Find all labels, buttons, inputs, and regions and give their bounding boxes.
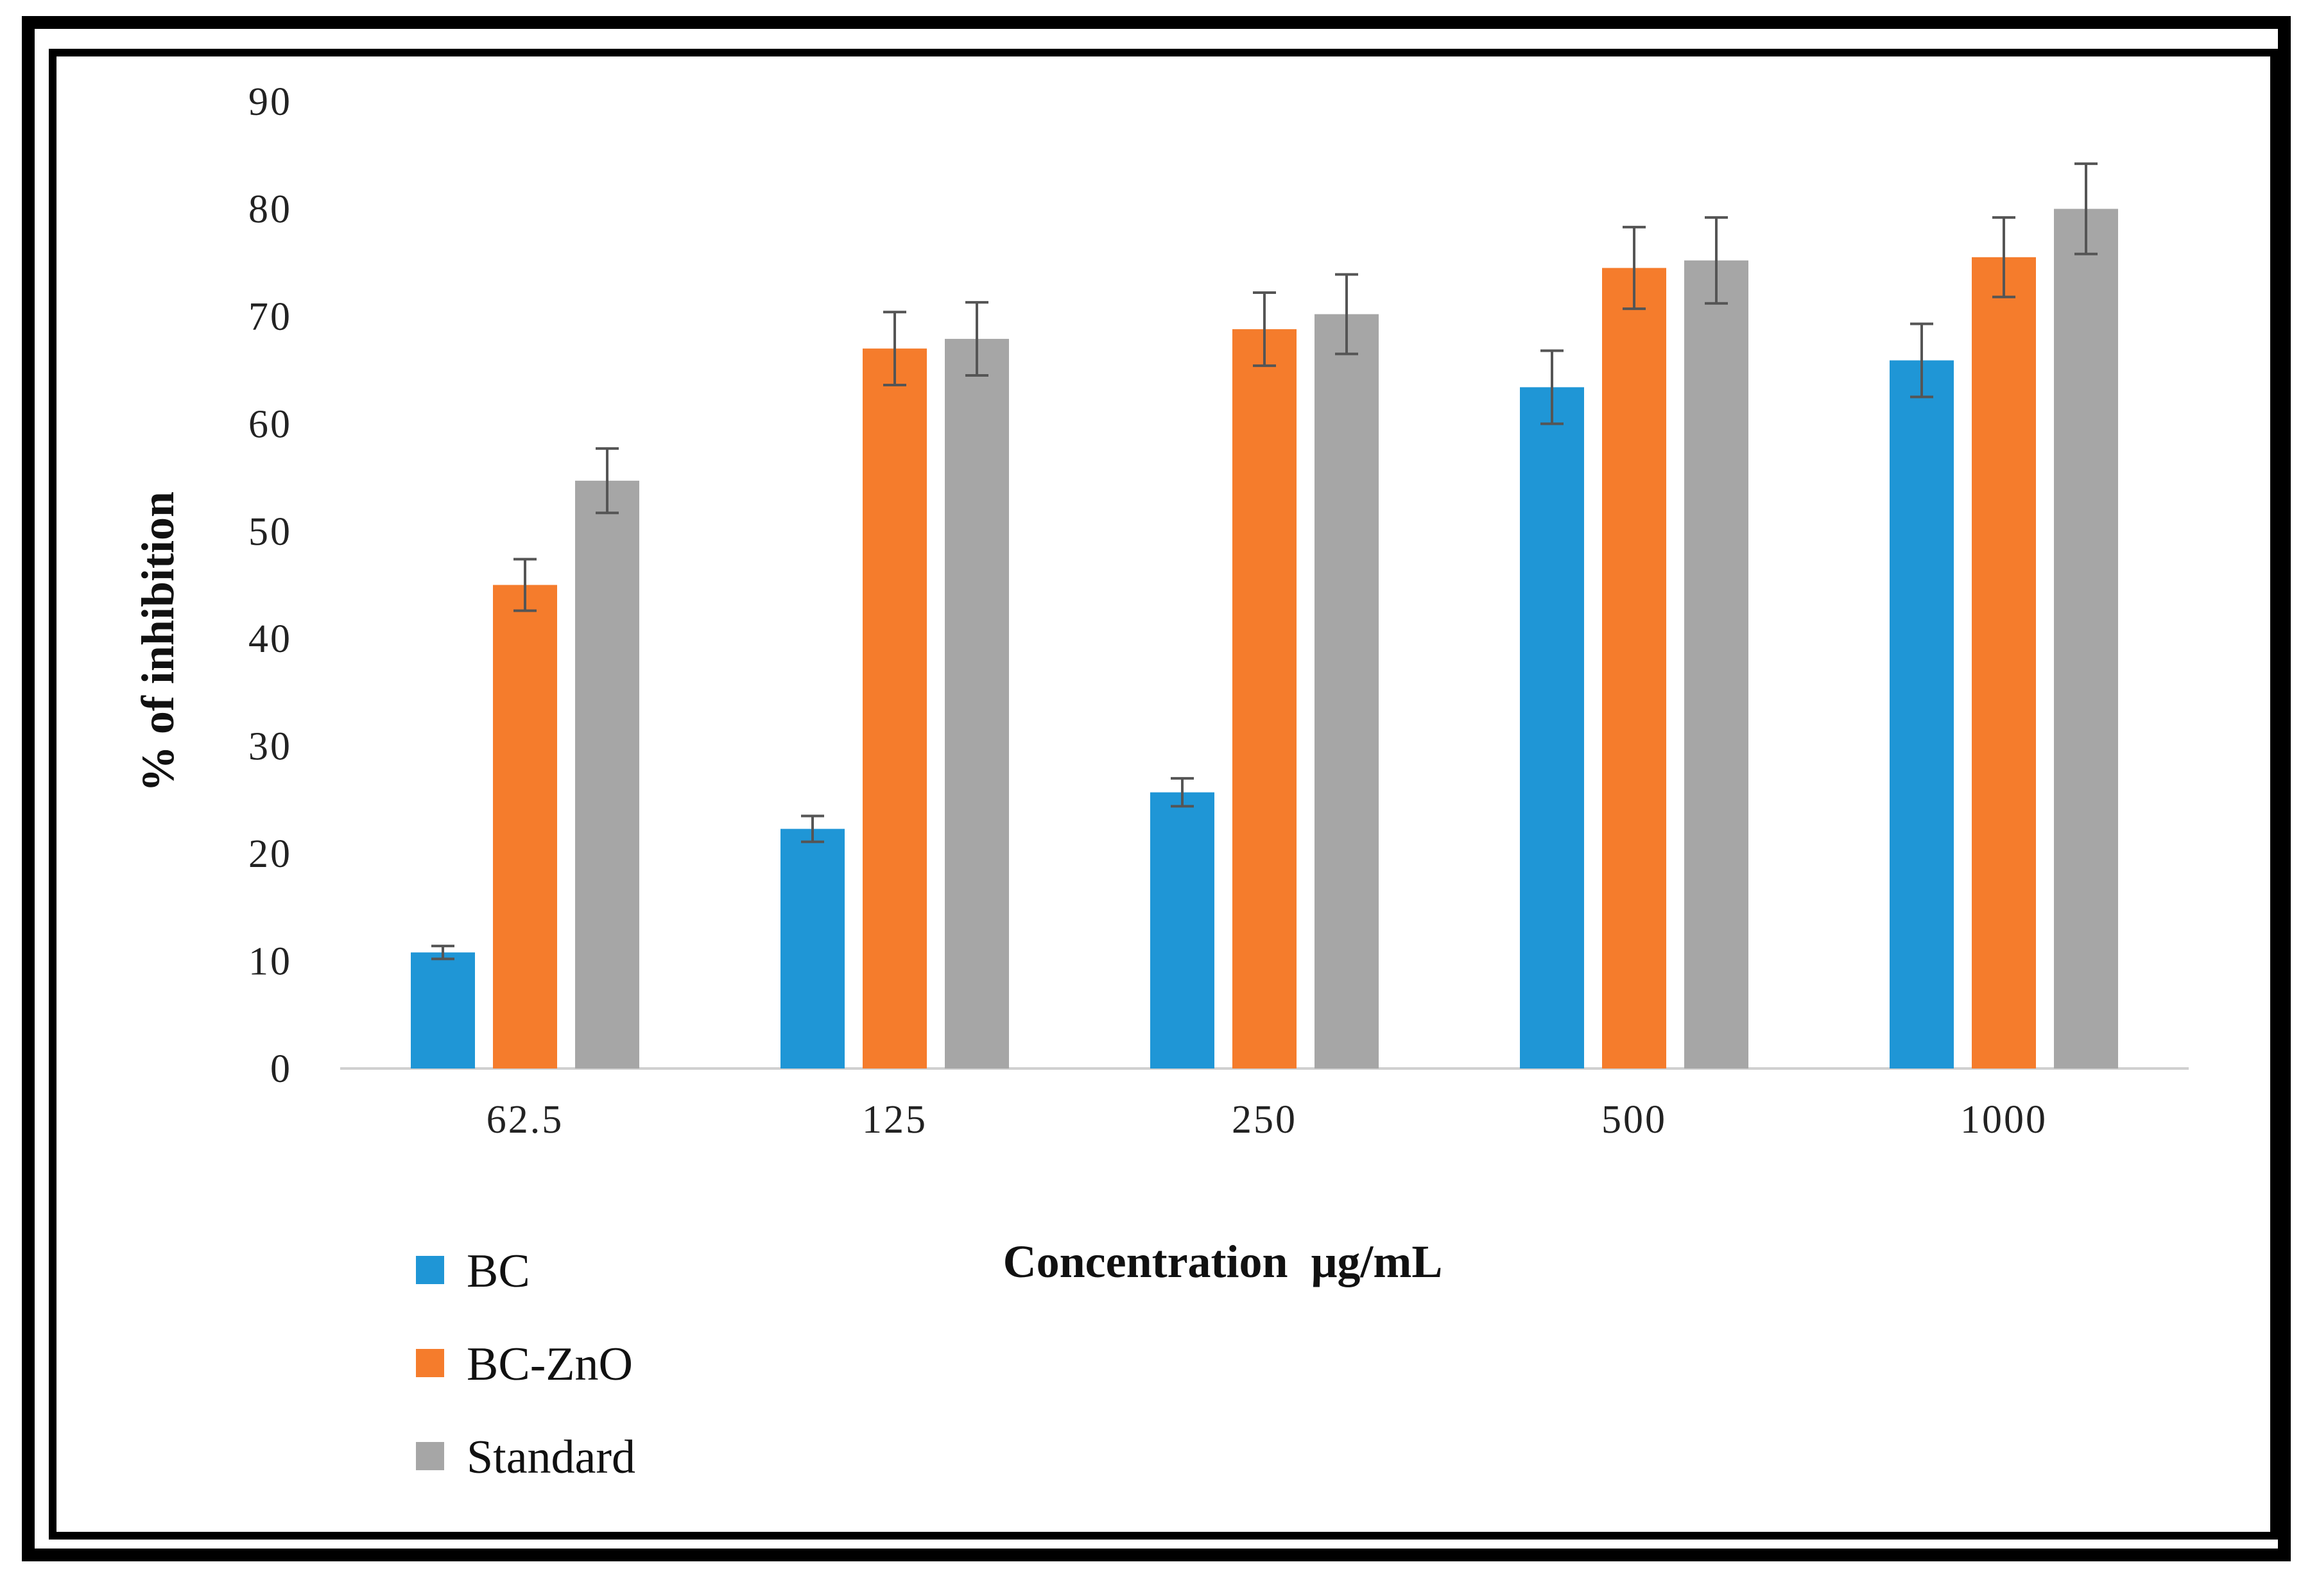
y-tick-label: 0	[270, 1047, 292, 1091]
bar-series	[411, 209, 2118, 1069]
y-tick-label: 60	[248, 402, 292, 446]
error-bar	[1992, 216, 2015, 298]
bar-bc-zno-62-5	[493, 585, 557, 1068]
y-tick-label: 90	[248, 80, 292, 124]
y-tick-label: 40	[248, 617, 292, 661]
x-tick-label: 500	[1601, 1098, 1667, 1142]
bar-standard-250	[1315, 314, 1379, 1068]
error-bar	[513, 558, 537, 612]
bar-bc-zno-125	[863, 348, 927, 1068]
error-bar	[2074, 162, 2098, 255]
error-bar	[1910, 322, 1933, 399]
bar-bc-zno-500	[1602, 268, 1666, 1069]
error-bar	[1540, 349, 1564, 425]
bar-bc-62-5	[411, 952, 475, 1068]
bar-bc-zno-1000	[1972, 257, 2036, 1068]
bar-standard-500	[1684, 260, 1748, 1069]
bar-standard-1000	[2054, 209, 2118, 1068]
legend-item: BC	[416, 1245, 530, 1298]
legend-label: BC	[467, 1245, 530, 1298]
legend-label: Standard	[467, 1431, 635, 1484]
x-tick-label: 125	[862, 1098, 927, 1142]
legend-swatch	[416, 1256, 444, 1284]
bar-bc-zno-250	[1232, 329, 1297, 1069]
legend-label: BC-ZnO	[467, 1338, 633, 1391]
y-tick-label: 10	[248, 940, 292, 984]
bar-bc-1000	[1890, 360, 1954, 1068]
error-bar	[1171, 777, 1194, 808]
y-axis-ticks: 0 10 20 30 40 50 60 70 80 90	[248, 80, 292, 1091]
bar-standard-62-5	[575, 481, 639, 1068]
legend: BC BC-ZnO Standard	[416, 1245, 635, 1484]
bar-bc-125	[780, 828, 845, 1068]
error-bar	[1253, 291, 1276, 367]
error-bar	[431, 945, 454, 961]
y-tick-label: 80	[248, 187, 292, 231]
bar-bc-250	[1150, 792, 1214, 1068]
bar-standard-125	[945, 339, 1009, 1068]
error-bar	[801, 814, 824, 843]
error-bar	[1335, 273, 1358, 356]
legend-swatch	[416, 1442, 444, 1470]
x-tick-label: 62.5	[487, 1098, 564, 1142]
x-tick-label: 250	[1232, 1098, 1297, 1142]
bar-bc-500	[1520, 387, 1584, 1068]
error-bar	[1705, 216, 1728, 305]
error-bar	[1623, 225, 1646, 311]
error-bar	[883, 311, 906, 387]
y-tick-label: 30	[248, 725, 292, 769]
error-bar	[596, 447, 619, 515]
x-tick-label: 1000	[1960, 1098, 2047, 1142]
legend-item: Standard	[416, 1431, 635, 1484]
error-bar	[965, 301, 988, 377]
y-axis-title: % of inhibition	[132, 492, 184, 792]
y-tick-label: 50	[248, 510, 292, 554]
x-axis-ticks: 62.5 125 250 500 1000	[487, 1098, 2047, 1142]
y-tick-label: 70	[248, 295, 292, 339]
y-tick-label: 20	[248, 832, 292, 876]
x-axis-title: Concentration μg/mL	[1003, 1236, 1443, 1287]
legend-item: BC-ZnO	[416, 1338, 633, 1391]
legend-swatch	[416, 1349, 444, 1377]
error-bars	[431, 162, 2098, 961]
